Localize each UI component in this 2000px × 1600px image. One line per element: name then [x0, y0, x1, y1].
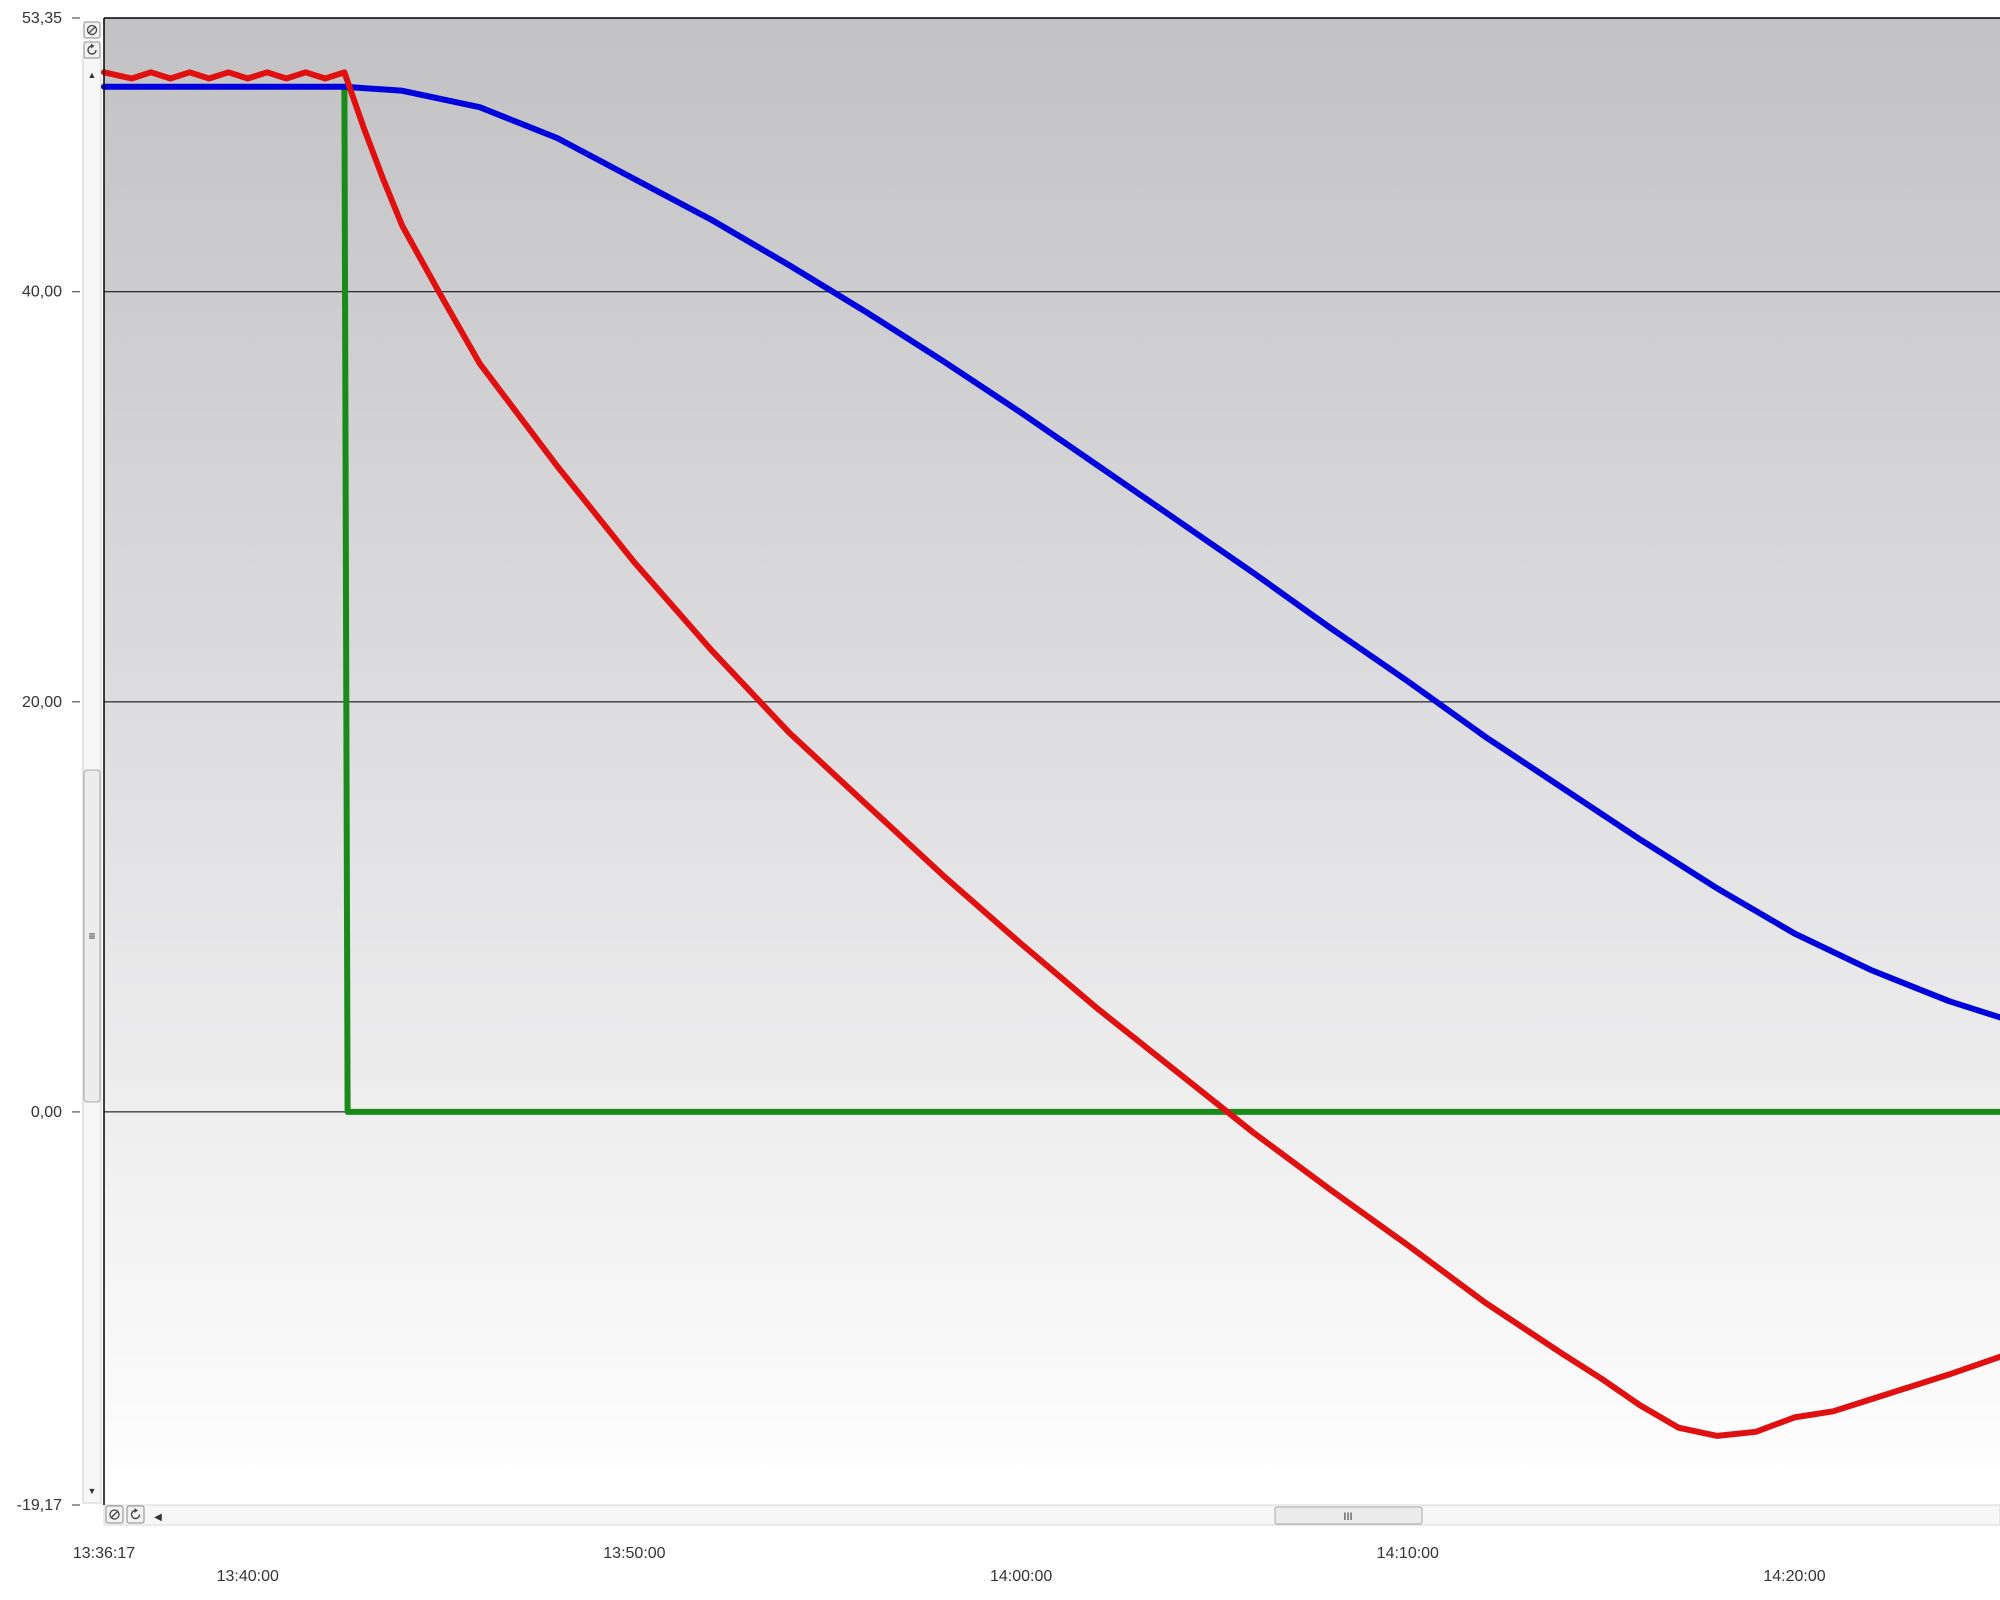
y-refresh-button[interactable]	[83, 41, 101, 59]
x-tick-label: 13:36:17	[73, 1545, 135, 1562]
series-line-0	[101, 83, 2000, 1021]
y-zoom-reset-button[interactable]	[83, 21, 101, 39]
scroll-down-arrow-icon[interactable]: ▼	[88, 1486, 97, 1496]
x-scrollbar[interactable]: III ◀	[103, 1504, 2000, 1526]
refresh-icon	[87, 45, 97, 55]
x-zoom-reset-button[interactable]	[105, 1505, 124, 1524]
y-scroll-thumb[interactable]	[83, 769, 101, 1103]
y-axis-ticks: 53,35 40,00 20,00 0,00 -19,17	[17, 10, 80, 1514]
x-tick-label: 13:40:00	[217, 1568, 279, 1585]
plot-area	[104, 18, 2000, 1505]
x-tick-label: 13:50:00	[603, 1545, 665, 1562]
x-tick-label: 14:20:00	[1763, 1568, 1825, 1585]
scroll-left-arrow-icon[interactable]: ◀	[154, 1512, 162, 1523]
zoom-reset-icon	[86, 24, 98, 36]
series-line-1	[101, 69, 2000, 1439]
series-line-2	[341, 83, 2000, 1115]
y-tick-label: 20,00	[22, 694, 62, 711]
y-tick-label: 40,00	[22, 284, 62, 301]
zoom-reset-icon	[109, 1509, 120, 1520]
y-tick-label: 53,35	[22, 10, 62, 27]
y-tick-label: -19,17	[17, 1497, 62, 1514]
x-refresh-button[interactable]	[126, 1505, 145, 1524]
x-scroll-grip: III	[1343, 1511, 1352, 1523]
scroll-up-arrow-icon[interactable]: ▲	[88, 70, 97, 80]
x-axis-ticks: 13:36:17 13:40:00 13:50:00 14:00:00 14:10:00…	[73, 1545, 1826, 1585]
y-scroll-grip: ≡	[88, 929, 95, 943]
refresh-icon	[130, 1509, 141, 1520]
x-tick-label: 14:00:00	[990, 1568, 1052, 1585]
series-layer	[101, 69, 2000, 1439]
x-scroll-thumb[interactable]	[1274, 1506, 1423, 1525]
y-tick-label: 0,00	[31, 1104, 62, 1121]
x-tick-label: 14:10:00	[1377, 1545, 1439, 1562]
y-scrollbar[interactable]: ≡ ▲ ▼	[82, 57, 102, 1504]
